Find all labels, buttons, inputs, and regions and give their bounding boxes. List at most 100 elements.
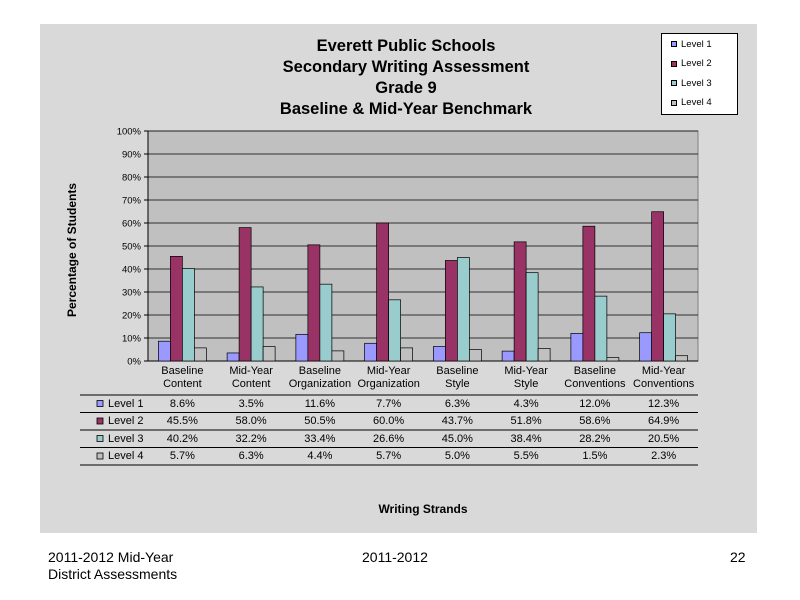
table-cell: 12.0% bbox=[579, 397, 611, 410]
y-tick-label: 0% bbox=[127, 357, 141, 368]
table-cell: 6.3% bbox=[444, 397, 470, 410]
table-series-name: Level 3 bbox=[108, 432, 144, 445]
legend-item: Level 1 bbox=[671, 38, 712, 50]
table-legend-key bbox=[96, 435, 104, 442]
table-cell: 64.9% bbox=[648, 415, 680, 427]
table-cell: 5.0% bbox=[444, 450, 470, 462]
x-axis-title: Writing Strands bbox=[378, 502, 468, 516]
y-tick-label: 60% bbox=[122, 219, 142, 230]
category-label: Baseline bbox=[161, 365, 204, 377]
table-cell: 43.7% bbox=[441, 415, 473, 427]
table-cell: 7.7% bbox=[376, 397, 402, 410]
legend-swatch bbox=[671, 80, 677, 86]
table-cell: 5.7% bbox=[169, 450, 195, 462]
table-cell: 2.3% bbox=[651, 450, 677, 462]
y-tick-label: 70% bbox=[122, 196, 142, 207]
bar-level-4 bbox=[537, 348, 551, 362]
table-legend-key bbox=[96, 417, 104, 425]
category-label: Content bbox=[231, 378, 271, 390]
table-cell: 5.5% bbox=[513, 450, 539, 462]
bar-level-2 bbox=[445, 260, 458, 362]
bar-level-1 bbox=[433, 346, 446, 362]
bar-level-1 bbox=[158, 340, 171, 362]
bar-level-1 bbox=[570, 333, 584, 362]
bar-level-4 bbox=[331, 350, 345, 362]
table-cell: 3.5% bbox=[238, 397, 264, 410]
y-tick-label: 10% bbox=[122, 334, 142, 345]
category-label: Style bbox=[445, 378, 470, 390]
category-label: Baseline bbox=[573, 365, 616, 377]
table-cell: 50.5% bbox=[304, 415, 336, 427]
legend-swatch bbox=[671, 99, 677, 106]
legend: Level 1 Level 2 Level 3 Level 4 bbox=[661, 33, 738, 115]
bar-level-2 bbox=[582, 225, 596, 362]
category-label: Conventions bbox=[633, 378, 695, 390]
bar-level-1 bbox=[226, 352, 240, 362]
table-cell: 28.2% bbox=[579, 432, 611, 445]
bar-level-1 bbox=[501, 350, 515, 362]
table-cell: 38.4% bbox=[510, 432, 542, 445]
bar-level-1 bbox=[364, 342, 377, 362]
y-tick-label: 80% bbox=[122, 173, 142, 184]
table-series-name: Level 1 bbox=[108, 397, 144, 410]
y-tick-label: 20% bbox=[122, 311, 142, 322]
table-cell: 5.7% bbox=[376, 450, 402, 462]
bar-level-1 bbox=[295, 333, 309, 362]
category-label: Organization bbox=[357, 378, 420, 390]
table-cell: 1.5% bbox=[582, 450, 608, 462]
footer-left: 2011-2012 Mid-Year District Assessments bbox=[48, 549, 177, 583]
category-label: Conventions bbox=[564, 378, 626, 390]
bar-level-1 bbox=[639, 332, 652, 362]
bar-level-2 bbox=[376, 222, 389, 362]
table-cell: 33.4% bbox=[304, 432, 336, 445]
legend-label: Level 2 bbox=[681, 58, 712, 69]
bar-level-2 bbox=[513, 241, 527, 362]
page-number: 22 bbox=[730, 549, 746, 565]
table-cell: 4.3% bbox=[513, 397, 539, 410]
category-label: Mid-Year bbox=[504, 365, 548, 377]
bar-level-2 bbox=[651, 211, 664, 362]
table-cell: 60.0% bbox=[373, 415, 405, 427]
bar-level-4 bbox=[675, 355, 688, 362]
table-series-name: Level 2 bbox=[108, 415, 144, 427]
table-series-name: Level 4 bbox=[108, 450, 144, 462]
bar-level-4 bbox=[606, 357, 620, 362]
title-line-3: Grade 9 bbox=[375, 79, 437, 97]
table-cell: 11.6% bbox=[304, 397, 336, 410]
table-legend-key bbox=[96, 452, 104, 460]
category-label: Mid-Year bbox=[229, 365, 273, 377]
table-cell: 45.5% bbox=[166, 415, 198, 427]
table-cell: 12.3% bbox=[648, 397, 680, 410]
legend-swatch bbox=[671, 41, 677, 47]
bar-level-3 bbox=[594, 295, 608, 362]
table-cell: 58.6% bbox=[579, 415, 611, 427]
footer-left-line-2: District Assessments bbox=[48, 566, 178, 582]
y-tick-label: 90% bbox=[122, 150, 142, 161]
table-legend-key bbox=[96, 400, 104, 407]
table-cell: 58.0% bbox=[235, 415, 267, 427]
category-label: Baseline bbox=[436, 365, 479, 377]
legend-label: Level 1 bbox=[681, 38, 712, 50]
bar-level-3 bbox=[182, 268, 195, 362]
table-cell: 8.6% bbox=[169, 397, 195, 410]
legend-item: Level 4 bbox=[671, 97, 712, 109]
bar-level-4 bbox=[194, 347, 207, 362]
table-cell: 45.0% bbox=[441, 432, 473, 445]
title-line-2: Secondary Writing Assessment bbox=[282, 58, 530, 76]
table-cell: 51.8% bbox=[510, 415, 542, 427]
footer-center: 2011-2012 bbox=[362, 549, 428, 565]
title-line-1: Everett Public Schools bbox=[316, 37, 496, 55]
legend-item: Level 2 bbox=[671, 58, 712, 70]
table-cell: 6.3% bbox=[238, 450, 264, 462]
bar-level-2 bbox=[170, 256, 183, 362]
bar-level-3 bbox=[319, 283, 333, 362]
chart-title: Everett Public Schools Secondary Writing… bbox=[40, 36, 772, 120]
y-tick-label: 40% bbox=[122, 265, 142, 276]
category-label: Baseline bbox=[298, 365, 341, 377]
category-label: Mid-Year bbox=[641, 365, 686, 377]
bar-level-3 bbox=[388, 299, 401, 362]
y-tick-label: 100% bbox=[117, 127, 142, 138]
bar-level-3 bbox=[457, 257, 470, 362]
legend-label: Level 4 bbox=[681, 97, 712, 108]
